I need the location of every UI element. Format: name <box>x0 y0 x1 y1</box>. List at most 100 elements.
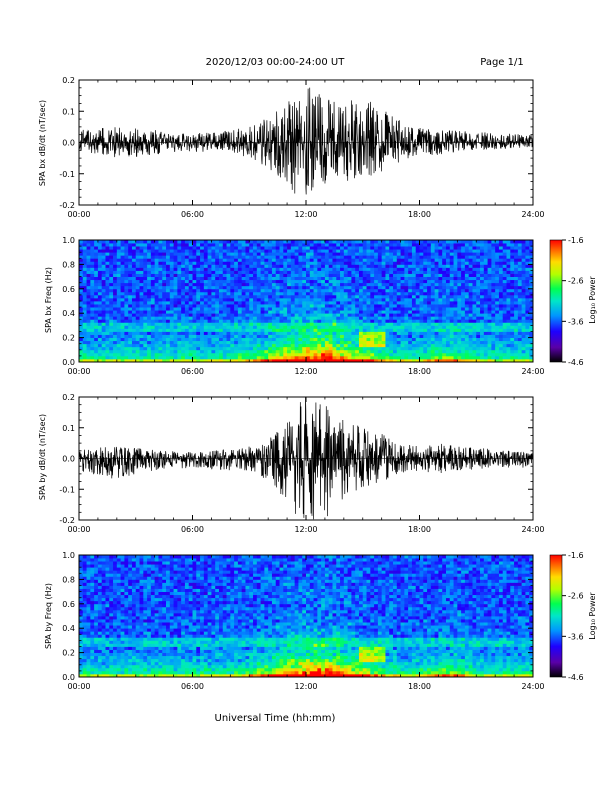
spectrogram-cell <box>336 349 341 354</box>
spectrogram-cell <box>196 358 201 362</box>
spectrogram-cell <box>177 252 182 256</box>
spectrogram-cell <box>166 340 171 345</box>
spectrogram-cell <box>309 288 314 293</box>
spectrogram-cell <box>124 270 129 274</box>
spectrogram-cell <box>476 276 481 281</box>
spectrogram-cell <box>476 252 481 256</box>
spectrogram-cell <box>464 294 470 299</box>
spectrogram-cell <box>131 276 137 281</box>
spectrogram-cell <box>230 291 235 296</box>
spectrogram-cell <box>264 358 269 362</box>
spectrogram-cell <box>101 304 106 308</box>
spectrogram-cell <box>343 349 349 354</box>
spectrogram-cell <box>271 340 277 345</box>
spectrogram-cell <box>283 267 288 271</box>
spectrogram-cell <box>188 313 193 317</box>
spectrogram-cell <box>491 346 496 351</box>
spectrogram-cell <box>253 288 258 293</box>
spectrogram-cell <box>158 255 163 259</box>
spectrogram-cell <box>215 337 220 342</box>
spectrogram-cell <box>434 249 439 253</box>
spectrogram-cell <box>131 273 137 277</box>
spectrogram-cell <box>332 310 337 314</box>
spectrogram-cell <box>438 310 443 314</box>
spectrogram-cell <box>427 243 432 247</box>
spectrogram-cell <box>264 301 269 305</box>
spectrogram-cell <box>256 249 261 253</box>
spectrogram-cell <box>271 358 277 362</box>
spectrogram-cell <box>196 322 201 326</box>
spectrogram-cell <box>336 316 341 320</box>
spectrogram-cell <box>150 316 156 320</box>
spectrogram-cell <box>241 340 246 345</box>
spectrogram-cell <box>188 294 193 299</box>
spectrogram-cell <box>147 307 152 311</box>
spectrogram-cell <box>487 355 492 360</box>
spectrogram-cell <box>260 316 265 320</box>
spectrogram-cell <box>116 337 122 342</box>
spectrogram-cell <box>324 246 330 250</box>
spectrogram-cell <box>128 301 133 305</box>
spectrogram-cell <box>396 322 401 326</box>
spectrogram-cell <box>498 304 504 308</box>
spectrogram-cell <box>529 352 533 357</box>
spectrogram-cell <box>218 240 224 244</box>
spectrogram-cell <box>480 319 485 323</box>
spectrogram-cell <box>385 337 390 342</box>
spectrogram-cell <box>283 313 288 317</box>
spectrogram-cell <box>434 258 439 262</box>
spectrogram-cell <box>491 270 496 274</box>
spectrogram-cell <box>445 279 451 284</box>
spectrogram-cell <box>86 270 91 274</box>
spectrogram-cell <box>294 261 299 265</box>
spectrogram-cell <box>404 319 409 323</box>
spectrogram-cell <box>514 343 519 348</box>
spectrogram-cell <box>234 261 239 265</box>
spectrogram-cell <box>260 264 265 268</box>
spectrogram-cell <box>192 276 197 281</box>
spectrogram-cell <box>207 322 212 326</box>
spectrogram-cell <box>128 343 133 348</box>
spectrogram-cell <box>237 258 243 262</box>
spectrogram-cell <box>472 291 477 296</box>
spectrogram-cell <box>283 279 288 284</box>
spectrogram-cell <box>150 261 156 265</box>
spectrogram-cell <box>241 243 246 247</box>
spectrogram-cell <box>529 294 533 299</box>
spectrogram-cell <box>143 301 148 305</box>
spectrogram-cell <box>200 279 205 284</box>
spectrogram-cell <box>385 240 390 244</box>
spectrogram-cell <box>196 249 201 253</box>
spectrogram-cell <box>317 310 322 314</box>
spectrogram-cell <box>147 331 152 335</box>
spectrogram-cell <box>222 255 227 259</box>
spectrogram-cell <box>162 313 167 317</box>
spectrogram-cell <box>94 291 99 296</box>
spectrogram-cell <box>362 355 367 360</box>
spectrogram-cell <box>472 328 477 332</box>
spectrogram-cell <box>298 358 303 362</box>
spectrogram-cell <box>173 322 178 326</box>
spectrogram-cell <box>476 288 481 293</box>
spectrogram-cell <box>215 240 220 244</box>
spectrogram-cell <box>211 316 216 320</box>
spectrogram-cell <box>313 352 318 357</box>
spectrogram-cell <box>472 252 477 256</box>
spectrogram-cell <box>457 349 462 354</box>
spectrogram-cell <box>105 301 110 305</box>
spectrogram-cell <box>502 249 507 253</box>
spectrogram-cell <box>415 352 420 357</box>
spectrogram-cell <box>215 258 220 262</box>
spectrogram-cell <box>525 358 530 362</box>
spectrogram-cell <box>404 276 409 281</box>
spectrogram-cell <box>101 343 106 348</box>
spectrogram-cell <box>321 322 326 326</box>
spectrogram-cell <box>362 337 367 342</box>
spectrogram-cell <box>324 291 330 296</box>
spectrogram-cell <box>218 282 224 287</box>
spectrogram-cell <box>268 328 273 332</box>
spectrogram-cell <box>279 273 284 277</box>
spectrogram-cell <box>355 358 360 362</box>
spectrogram-cell <box>445 285 451 290</box>
spectrogram-cell <box>517 276 523 281</box>
